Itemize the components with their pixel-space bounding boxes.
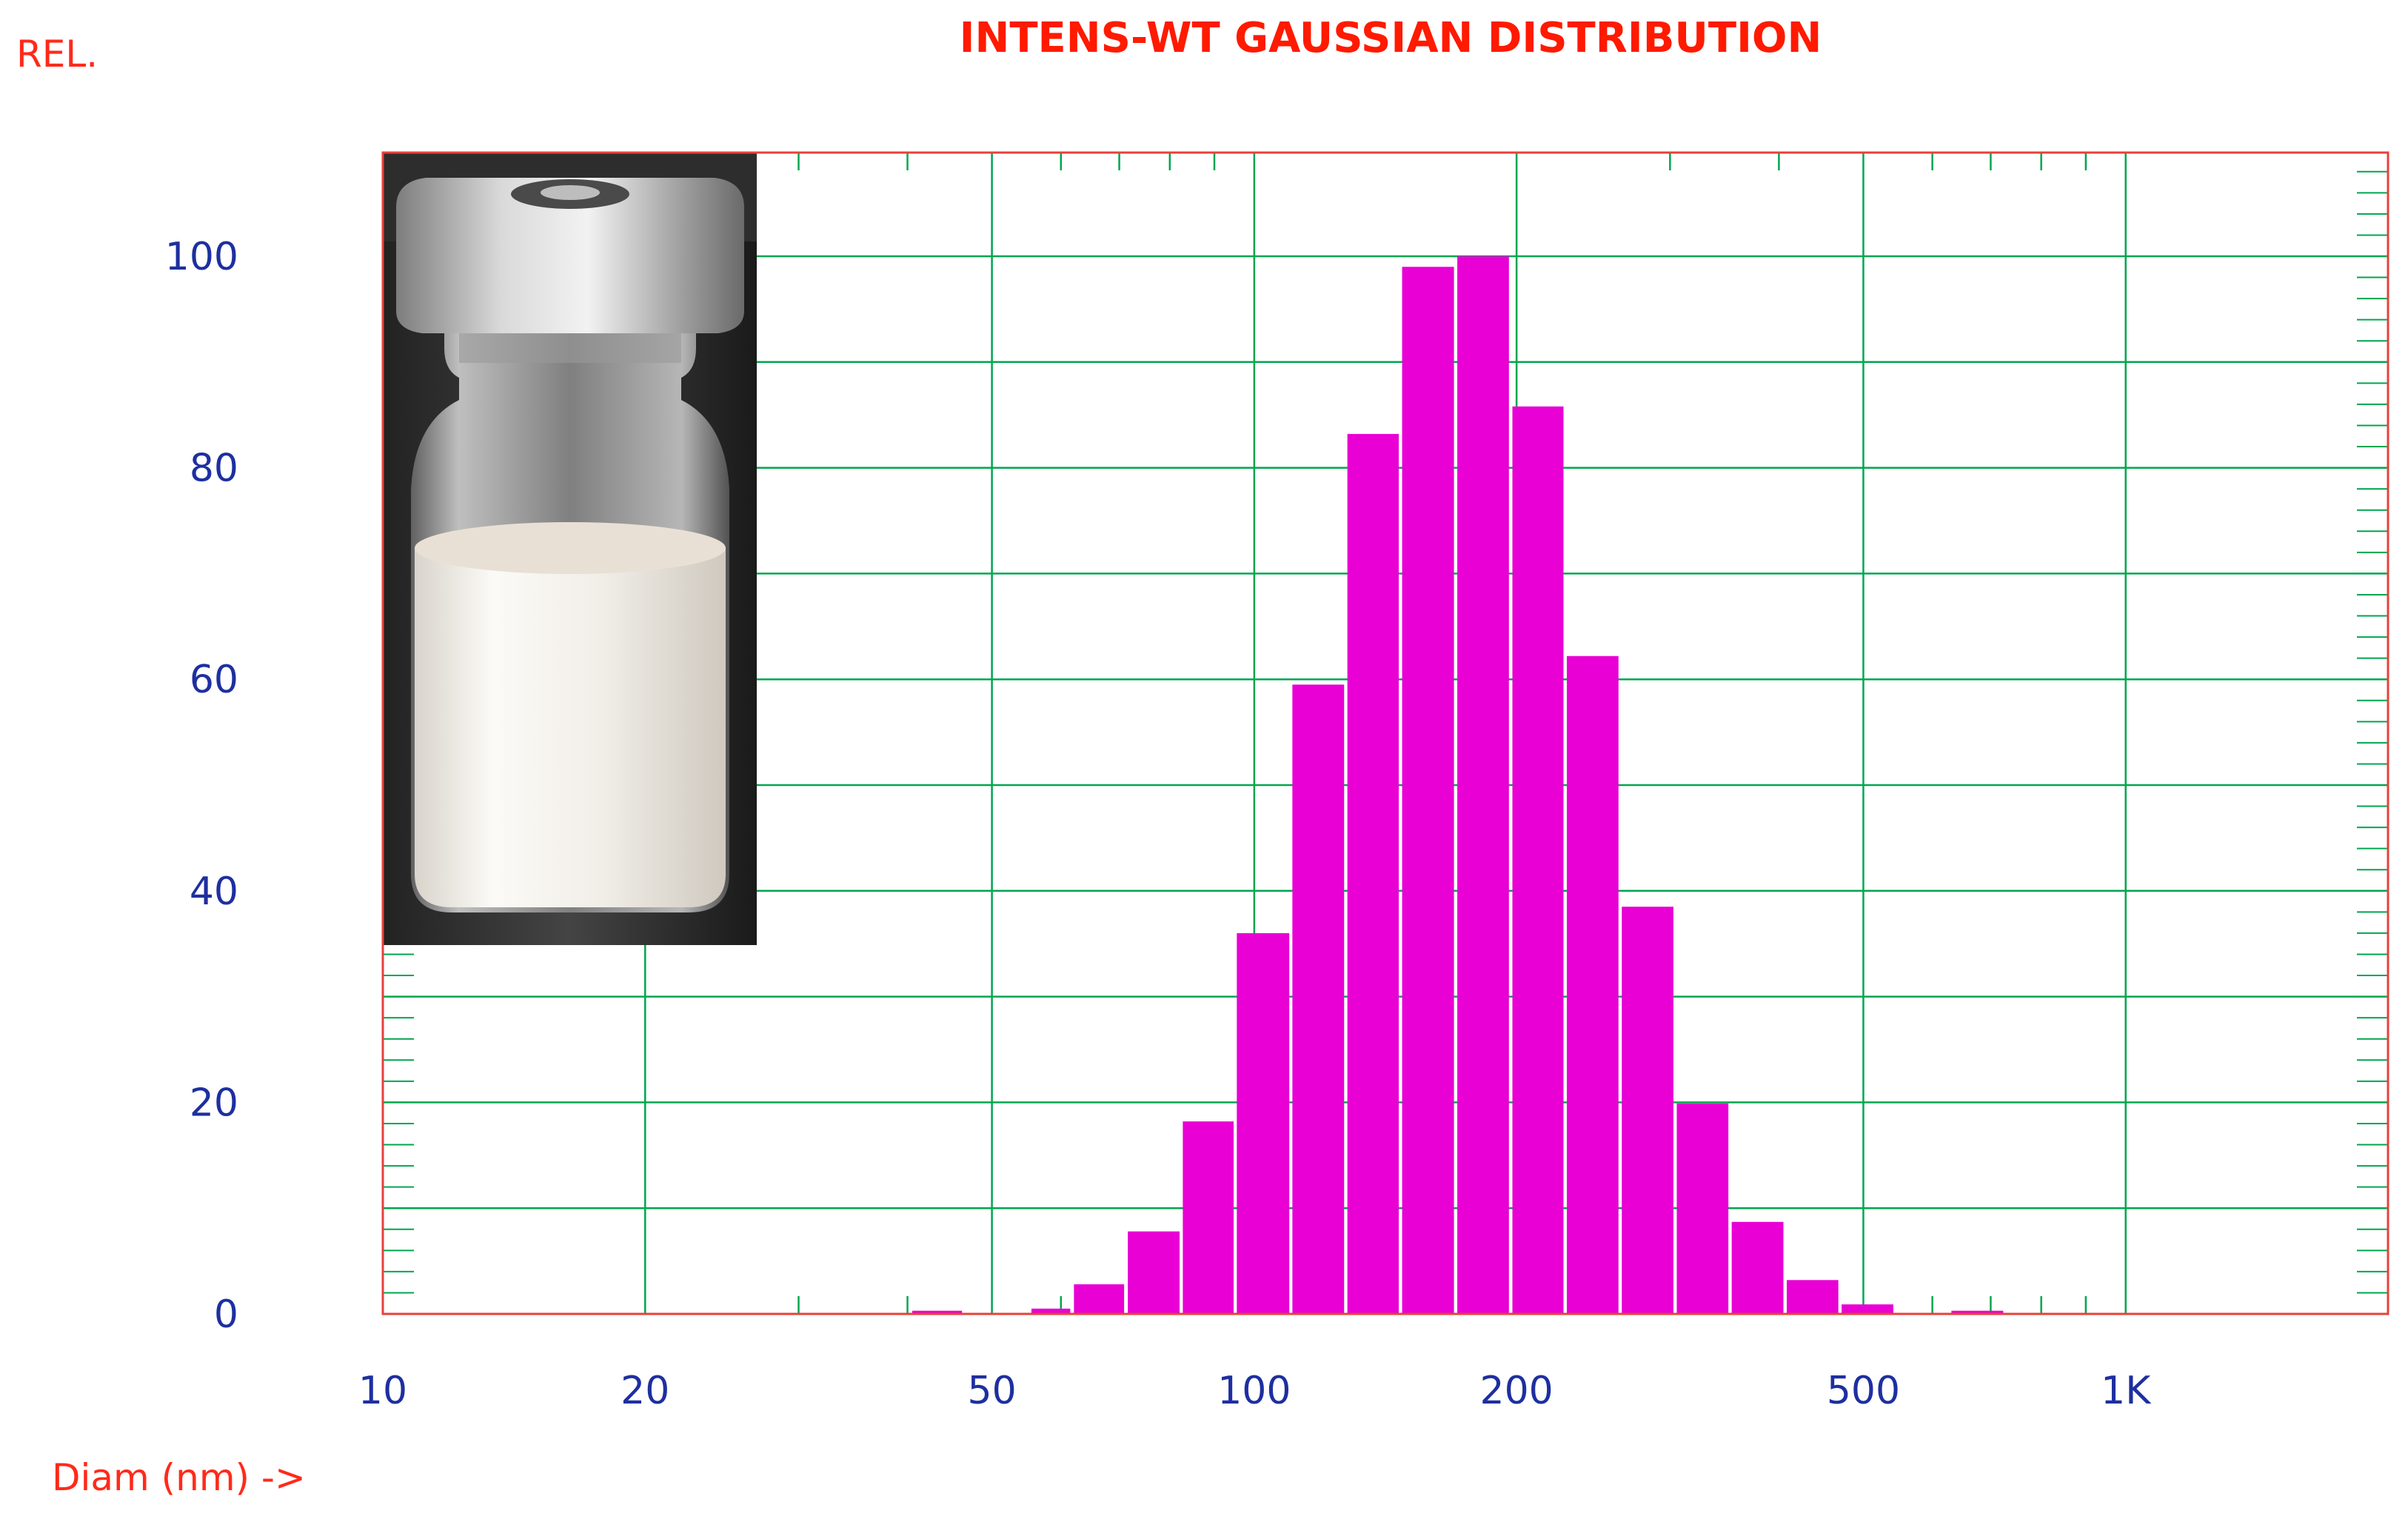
chart-title: INTENS-WT GAUSSIAN DISTRIBUTION: [960, 14, 1822, 62]
histogram-bar: [1622, 907, 1673, 1314]
plot-frame: [381, 151, 2389, 1315]
x-tick-label: 200: [1480, 1369, 1554, 1413]
y-tick-label: 80: [190, 447, 238, 491]
histogram-bar: [1031, 1308, 1071, 1314]
histogram-bar: [1183, 1121, 1234, 1314]
inset-photo-vial: [383, 153, 757, 945]
histogram-bar: [1074, 1284, 1125, 1314]
histogram-bar: [1842, 1304, 1893, 1314]
histogram-bar: [1951, 1310, 2004, 1314]
histogram-bar: [1787, 1280, 1839, 1314]
x-tick-label: 20: [621, 1369, 669, 1413]
histogram-bar: [1402, 267, 1454, 1314]
histogram-bar: [912, 1310, 963, 1314]
histogram-bar: [1567, 655, 1619, 1314]
y-tick-label: 100: [165, 235, 238, 279]
x-tick-label: 10: [358, 1369, 407, 1413]
x-tick-label: 50: [968, 1369, 1017, 1413]
x-tick-label: 1K: [2101, 1369, 2152, 1413]
x-axis-title: Diam (nm) ->: [52, 1456, 306, 1499]
y-tick-label: 40: [190, 870, 238, 914]
histogram-bar: [1676, 1103, 1729, 1314]
histogram-bar: [1237, 932, 1290, 1314]
histogram-bar: [1128, 1231, 1180, 1314]
histogram-bar: [1292, 684, 1345, 1314]
histogram-bar: [1457, 256, 1509, 1314]
histogram-bar: [1347, 433, 1399, 1314]
y-tick-label: 60: [190, 658, 238, 702]
x-tick-label: 500: [1827, 1369, 1900, 1413]
y-tick-labels: 0 20 40 60 80 100: [165, 235, 238, 1337]
y-axis-title: REL.: [16, 33, 98, 76]
histogram-bar: [1512, 406, 1564, 1314]
x-tick-labels: 10 20 50 100 200 500 1K: [358, 1369, 2152, 1413]
x-tick-label: 100: [1217, 1369, 1291, 1413]
y-tick-label: 0: [214, 1292, 238, 1337]
y-tick-label: 20: [190, 1081, 238, 1125]
bars-layer: [912, 256, 2004, 1314]
histogram-bar: [1731, 1221, 1784, 1314]
